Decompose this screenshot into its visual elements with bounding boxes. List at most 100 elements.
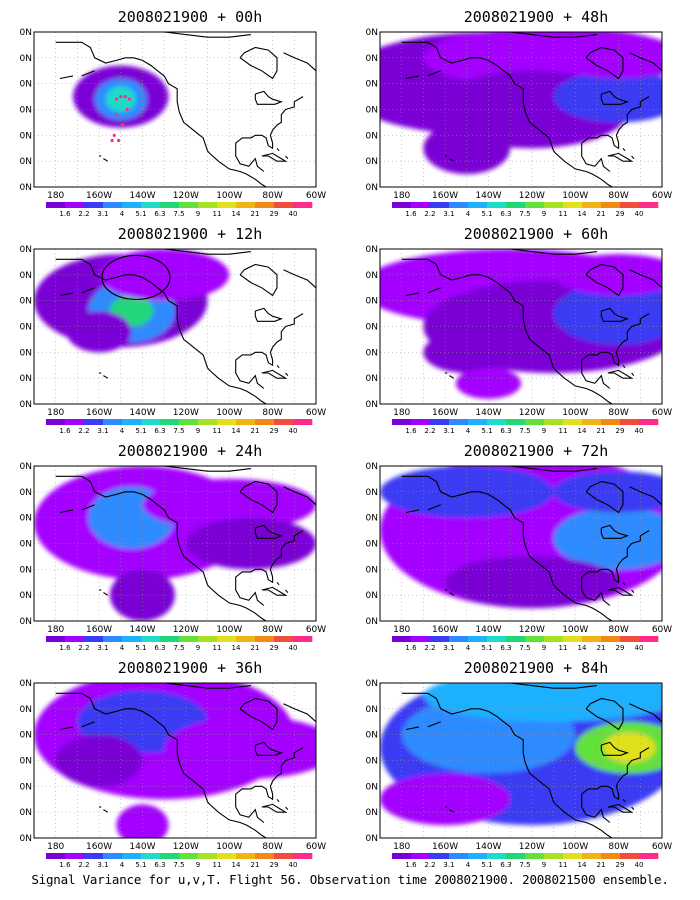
- colorbar-swatch: [525, 419, 545, 425]
- colorbar-label: 11: [559, 644, 568, 652]
- lat-label: 30N: [20, 565, 32, 575]
- colorbar-label: 4: [466, 210, 471, 218]
- colorbar-label: 40: [289, 644, 298, 652]
- lat-label: 10N: [366, 834, 378, 844]
- lon-label: 120W: [173, 625, 199, 635]
- coastline: [235, 96, 304, 172]
- map-plot: 10N 20N 30N 40N 50N 60N 70N 180 160W 140W 120W 100W…: [20, 462, 326, 652]
- colorbar-swatch: [544, 202, 564, 208]
- coastline: [285, 155, 289, 159]
- map-panel: 2008021900 + 00h 10N 20N 30N 40N 50N 60N 70N 180…: [20, 8, 360, 224]
- colorbar-label: 2.2: [78, 644, 89, 652]
- coastline: [405, 726, 420, 731]
- colorbar-label: 7.5: [519, 427, 530, 435]
- colorbar-swatch: [293, 419, 313, 425]
- colorbar-swatch: [103, 853, 123, 859]
- colorbar-swatch: [563, 636, 583, 642]
- colorbar-swatch: [487, 419, 507, 425]
- lon-label: 120W: [173, 408, 199, 418]
- colorbar-label: 1.6: [59, 427, 71, 435]
- colorbar-label: 4: [120, 644, 125, 652]
- colorbar-label: 4: [120, 861, 125, 869]
- lon-label: 160W: [432, 408, 458, 418]
- lat-label: 70N: [20, 462, 32, 472]
- colorbar-swatch: [468, 853, 488, 859]
- lon-label: 140W: [129, 842, 155, 852]
- coastline: [631, 806, 635, 810]
- coastline: [488, 683, 597, 689]
- colorbar-label: 21: [251, 861, 260, 869]
- colorbar-swatch: [639, 202, 659, 208]
- colorbar-swatch: [544, 636, 564, 642]
- lon-label: 80W: [608, 625, 628, 635]
- lon-label: 140W: [475, 842, 501, 852]
- coastline: [622, 581, 626, 586]
- lon-label: 60W: [306, 408, 326, 418]
- colorbar-swatch: [430, 636, 450, 642]
- map-plot: 10N 20N 30N 40N 50N 60N 70N 180 160W 140W 120W 100W…: [366, 28, 672, 218]
- lat-label: 60N: [366, 54, 378, 64]
- colorbar-label: 1.6: [59, 861, 71, 869]
- panel-title: 2008021900 + 24h: [117, 442, 263, 460]
- lat-label: 70N: [20, 679, 32, 689]
- colorbar-label: 7.5: [173, 644, 184, 652]
- target-region-ellipse: [101, 254, 171, 301]
- lon-label: 180: [47, 408, 64, 418]
- colorbar: 1.6 2.2 3.1 4 5.1 6.3 7.5 9 11 14 21 29 40: [46, 636, 313, 652]
- lat-label: 10N: [20, 400, 32, 410]
- lon-label: 120W: [519, 191, 545, 201]
- colorbar-label: 6.3: [500, 427, 511, 435]
- coastline: [235, 530, 304, 606]
- colorbar-label: 3.1: [443, 644, 454, 652]
- colorbar-label: 6.3: [500, 861, 511, 869]
- lon-label: 60W: [652, 191, 672, 201]
- coastline: [401, 692, 613, 838]
- colorbar-label: 7.5: [519, 644, 530, 652]
- colorbar: 1.6 2.2 3.1 4 5.1 6.3 7.5 9 11 14 21 29 40: [392, 202, 659, 218]
- coastline: [449, 592, 455, 596]
- variance-blob: [142, 478, 316, 531]
- colorbar-swatch: [217, 636, 237, 642]
- lon-label: 100W: [562, 842, 588, 852]
- flight-track-point: [110, 138, 114, 143]
- coastline: [142, 683, 251, 689]
- flight-track-point: [117, 138, 121, 143]
- lon-label: 100W: [216, 408, 242, 418]
- panel-title: 2008021900 + 48h: [463, 8, 609, 26]
- colorbar-label: 40: [289, 427, 298, 435]
- variance-blob: [423, 683, 662, 722]
- colorbar-label: 7.5: [173, 427, 184, 435]
- lon-label: 100W: [216, 625, 242, 635]
- colorbar-swatch: [620, 419, 640, 425]
- colorbar-swatch: [122, 853, 142, 859]
- colorbar-label: 2.2: [78, 210, 89, 218]
- flight-track-point: [125, 107, 129, 112]
- coastline: [276, 364, 280, 369]
- variance-blob: [553, 37, 662, 79]
- colorbar-swatch: [141, 853, 161, 859]
- coastline: [629, 703, 662, 723]
- map-panel: 2008021900 + 72h 10N 20N 30N 40N 50N 60N 70N 180…: [366, 442, 700, 658]
- colorbar-label: 11: [213, 644, 222, 652]
- coastline: [55, 41, 267, 187]
- colorbar-swatch: [468, 419, 488, 425]
- colorbar-swatch: [274, 419, 294, 425]
- lon-label: 140W: [475, 625, 501, 635]
- coastline: [488, 249, 597, 255]
- colorbar-swatch: [46, 636, 66, 642]
- coastline: [81, 504, 95, 511]
- colorbar-label: 21: [251, 427, 260, 435]
- lon-label: 180: [393, 191, 410, 201]
- panel-title: 2008021900 + 12h: [117, 225, 263, 243]
- colorbar-label: 9: [542, 644, 546, 652]
- colorbar-label: 9: [196, 427, 200, 435]
- flight-track-point: [112, 133, 116, 137]
- colorbar-label: 29: [270, 644, 279, 652]
- coastline: [276, 798, 280, 803]
- colorbar-swatch: [293, 853, 313, 859]
- colorbar-swatch: [601, 636, 621, 642]
- colorbar-label: 6.3: [154, 210, 165, 218]
- variance-blob: [116, 804, 169, 838]
- coastline: [581, 313, 650, 389]
- lon-label: 60W: [652, 625, 672, 635]
